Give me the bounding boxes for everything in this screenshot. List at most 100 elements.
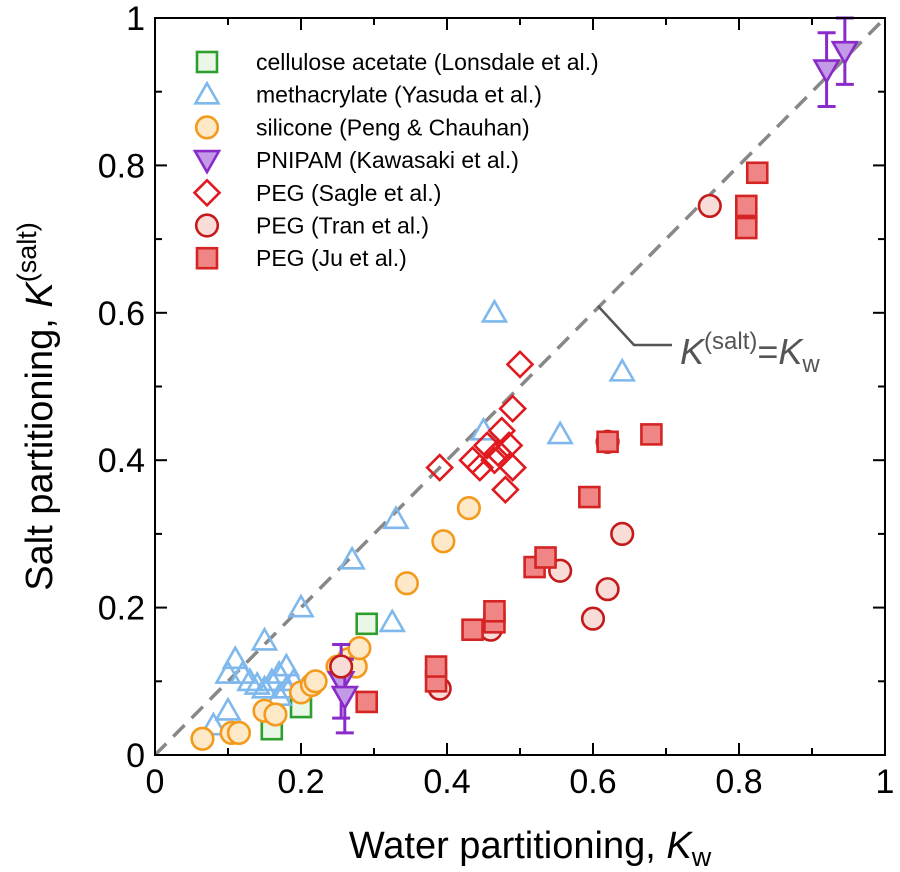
y-tick-label: 0.4 [98, 442, 145, 480]
data-point [491, 475, 520, 505]
data-point [480, 445, 509, 475]
legend-label: PEG (Ju et al.) [256, 245, 407, 271]
data-point [355, 690, 379, 714]
data-point [330, 685, 360, 711]
data-point [483, 438, 513, 468]
legend-label: cellulose acetate (Lonsdale et al.) [256, 49, 599, 75]
ticks-layer: 00 0.2 0.2 0.4 0.4 0.6 0.6 0.8 0.8 1 1 [98, 0, 895, 801]
data-point [221, 645, 250, 670]
data-point [424, 655, 448, 678]
y-tick-label: 0.6 [98, 295, 145, 333]
data-point [258, 667, 286, 692]
annotation-equals: = [757, 331, 778, 372]
data-point [830, 40, 860, 66]
series-6 [355, 161, 769, 714]
data-point [456, 496, 482, 521]
legend-label: PEG (Sagle et al.) [256, 180, 441, 206]
plot-frame [154, 17, 886, 756]
data-point [505, 350, 535, 379]
legend-marker [193, 80, 221, 105]
data-point [355, 612, 379, 636]
reference-line-label: K(salt)=Kw [680, 328, 820, 378]
data-point [303, 669, 328, 694]
data-point [734, 194, 758, 218]
data-point [483, 599, 506, 623]
x-tick-label: 0.8 [715, 763, 762, 801]
x-tick-label: 0.4 [423, 763, 470, 801]
legend-marker [195, 50, 219, 74]
data-point [812, 59, 841, 85]
reference-line-layer [153, 16, 887, 757]
series-0 [260, 612, 379, 741]
data-point [498, 453, 528, 482]
data-point [265, 659, 293, 684]
data-point [425, 453, 455, 482]
data-point [745, 161, 769, 185]
data-point [250, 626, 279, 651]
data-point [263, 702, 288, 727]
data-point [580, 606, 606, 631]
data-point [226, 720, 252, 745]
data-point [487, 416, 517, 446]
legend-marker [192, 149, 222, 175]
legend-label: PNIPAM (Kawasaki et al.) [256, 147, 519, 173]
data-point [734, 216, 758, 240]
data-point [640, 423, 663, 446]
legend-marker [194, 213, 220, 238]
series-4 [425, 350, 535, 505]
data-point [595, 577, 620, 602]
data-point [338, 545, 366, 570]
data-point [378, 608, 406, 633]
x-tick-label: 0.2 [277, 763, 324, 801]
y-axis-title-text: Salt partitioning, [19, 308, 61, 591]
series-1 [199, 298, 636, 736]
annotation-leader-line [597, 305, 672, 347]
y-axis-title-superscript: (salt) [12, 222, 42, 282]
y-axis-title-symbol: K [19, 281, 61, 308]
data-point [287, 593, 315, 618]
data-point [596, 430, 619, 454]
data-point [546, 420, 574, 445]
data-point [347, 636, 372, 661]
data-point [465, 453, 495, 482]
y-tick-label: 1 [126, 0, 145, 38]
legend-label: PEG (Tran et al.) [256, 213, 429, 239]
annotation-symbol: K [680, 331, 706, 372]
data-point [608, 357, 636, 382]
x-tick-label: 0.6 [569, 763, 616, 801]
data-point [250, 674, 279, 699]
data-point [610, 521, 635, 547]
legend-marker [195, 246, 219, 270]
legend-label: silicone (Peng & Chauhan) [256, 114, 530, 140]
data-point [214, 659, 242, 684]
x-tick-label: 0 [146, 763, 165, 801]
y-axis-title: Salt partitioning, K(salt) [12, 222, 61, 590]
legend: cellulose acetate (Lonsdale et al.) metha… [192, 49, 599, 271]
annotation-subscript: w [801, 351, 820, 378]
points-layer [190, 16, 860, 751]
data-point [697, 193, 722, 219]
data-point [214, 696, 242, 721]
x-axis-title-text: Water partitioning, [349, 825, 667, 867]
data-point [480, 298, 509, 323]
legend-marker [192, 178, 222, 208]
data-point [382, 505, 410, 530]
legend-marker [194, 115, 220, 140]
data-point [498, 394, 528, 423]
data-point [190, 726, 215, 751]
x-axis-title-symbol: K [666, 825, 693, 867]
legend-label: methacrylate (Yasuda et al.) [256, 82, 542, 108]
data-point [534, 546, 557, 569]
annotation-symbol-2: K [778, 331, 804, 372]
reference-line-y-equals-x [153, 16, 887, 757]
data-point [431, 529, 456, 554]
x-axis-title-subscript: w [691, 842, 712, 872]
x-axis-title: Water partitioning, Kw [349, 825, 712, 872]
x-tick-label: 1 [876, 763, 895, 801]
y-tick-label: 0.8 [98, 147, 145, 185]
data-point [578, 485, 601, 509]
y-tick-label: 0 [126, 737, 145, 775]
data-point [329, 654, 354, 679]
y-tick-label: 0.2 [98, 590, 145, 628]
